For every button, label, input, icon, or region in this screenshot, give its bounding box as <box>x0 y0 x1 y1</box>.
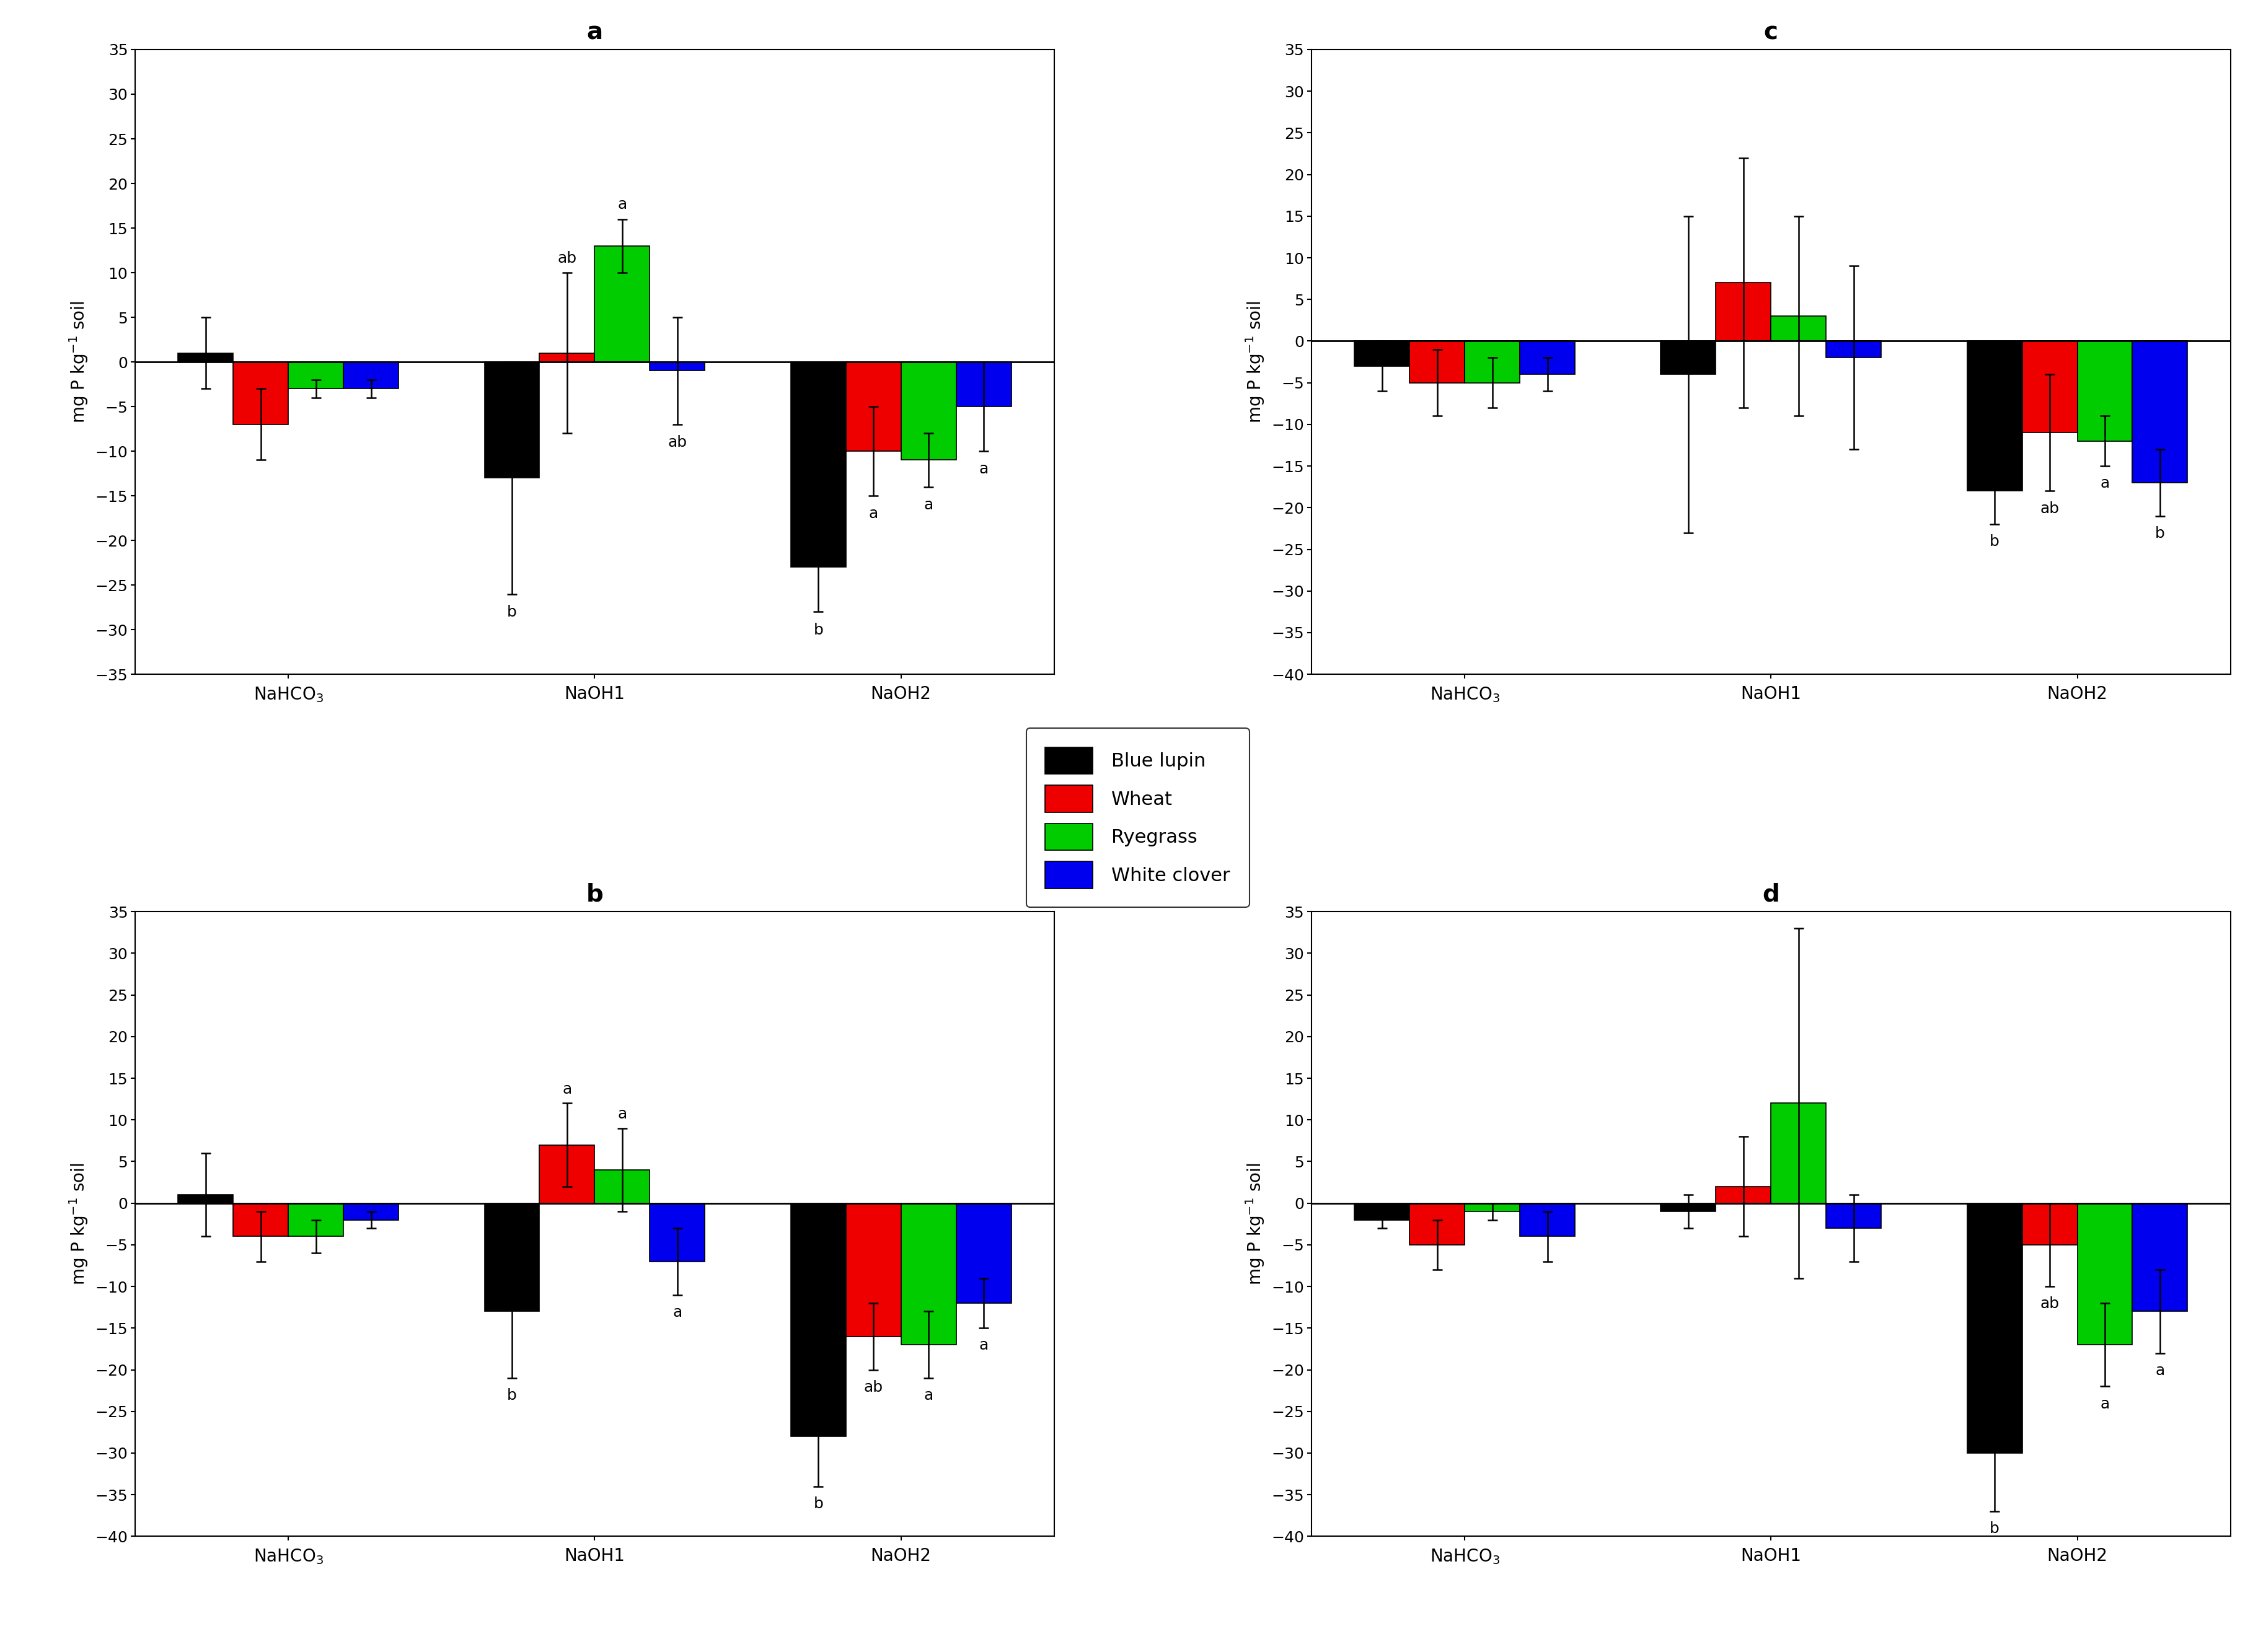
Bar <box>178 1194 234 1203</box>
Y-axis label: mg P kg$^{-1}$ soil: mg P kg$^{-1}$ soil <box>68 1163 90 1285</box>
Text: a: a <box>924 1388 933 1403</box>
Bar <box>955 1203 1012 1303</box>
Legend: Blue lupin, Wheat, Ryegrass, White clover: Blue lupin, Wheat, Ryegrass, White clove… <box>1027 729 1248 907</box>
Text: ab: ab <box>2039 1297 2059 1312</box>
Text: b: b <box>1989 1521 1998 1536</box>
Text: a: a <box>2100 1396 2109 1411</box>
Bar <box>1521 340 1575 375</box>
Text: b: b <box>507 1388 516 1403</box>
Text: b: b <box>1989 534 1998 548</box>
Bar <box>484 362 538 477</box>
Text: a: a <box>617 1107 626 1122</box>
Title: d: d <box>1762 882 1780 907</box>
Text: b: b <box>813 623 822 638</box>
Bar <box>538 1145 595 1203</box>
Title: c: c <box>1764 20 1778 45</box>
Bar <box>955 362 1012 406</box>
Bar <box>1410 1203 1464 1246</box>
Bar <box>1464 340 1521 383</box>
Text: a: a <box>924 497 933 512</box>
Bar <box>1967 340 2023 491</box>
Bar <box>595 1170 649 1203</box>
Bar <box>1771 1104 1827 1203</box>
Bar <box>234 362 288 425</box>
Bar <box>649 1203 705 1262</box>
Bar <box>342 362 399 388</box>
Bar <box>1771 316 1827 340</box>
Bar <box>791 362 845 567</box>
Bar <box>901 1203 955 1345</box>
Bar <box>791 1203 845 1436</box>
Title: a: a <box>586 20 604 45</box>
Bar <box>288 362 342 388</box>
Bar <box>1464 1203 1521 1211</box>
Text: a: a <box>870 507 879 522</box>
Bar <box>845 1203 901 1336</box>
Bar <box>2077 340 2131 441</box>
Bar <box>1410 340 1464 383</box>
Bar <box>1717 1186 1771 1203</box>
Bar <box>1827 1203 1881 1227</box>
Text: b: b <box>507 605 516 620</box>
Bar <box>1660 1203 1717 1211</box>
Bar <box>288 1203 342 1236</box>
Bar <box>1354 1203 1410 1219</box>
Bar <box>1521 1203 1575 1236</box>
Y-axis label: mg P kg$^{-1}$ soil: mg P kg$^{-1}$ soil <box>1244 301 1266 423</box>
Bar <box>1660 340 1717 375</box>
Bar <box>2023 340 2077 433</box>
Bar <box>178 354 234 362</box>
Text: a: a <box>2156 1363 2165 1378</box>
Text: b: b <box>2156 525 2165 540</box>
Title: b: b <box>586 882 604 907</box>
Bar <box>1967 1203 2023 1454</box>
Bar <box>2023 1203 2077 1246</box>
Bar <box>595 246 649 362</box>
Bar <box>1717 282 1771 340</box>
Bar <box>649 362 705 370</box>
Text: a: a <box>563 1082 572 1097</box>
Text: ab: ab <box>863 1379 883 1394</box>
Bar <box>538 354 595 362</box>
Text: a: a <box>980 1338 989 1353</box>
Bar <box>2131 1203 2188 1312</box>
Text: a: a <box>674 1305 683 1320</box>
Text: ab: ab <box>556 251 577 266</box>
Text: a: a <box>617 197 626 211</box>
Bar <box>484 1203 538 1312</box>
Bar <box>234 1203 288 1236</box>
Text: a: a <box>2100 476 2109 491</box>
Bar <box>1827 340 1881 358</box>
Bar <box>342 1203 399 1219</box>
Bar <box>2077 1203 2131 1345</box>
Y-axis label: mg P kg$^{-1}$ soil: mg P kg$^{-1}$ soil <box>68 301 90 423</box>
Text: ab: ab <box>667 434 687 449</box>
Text: b: b <box>813 1497 822 1512</box>
Bar <box>901 362 955 459</box>
Bar <box>1354 340 1410 367</box>
Y-axis label: mg P kg$^{-1}$ soil: mg P kg$^{-1}$ soil <box>1244 1163 1266 1285</box>
Bar <box>845 362 901 451</box>
Bar <box>2131 340 2188 482</box>
Text: ab: ab <box>2039 501 2059 515</box>
Text: a: a <box>980 463 989 477</box>
